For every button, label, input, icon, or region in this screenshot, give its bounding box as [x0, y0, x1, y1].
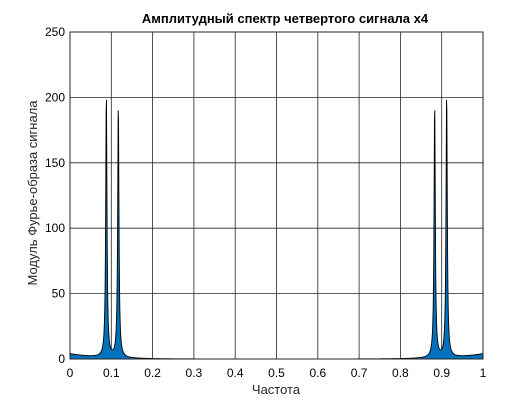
x-tick-label: 0.1	[103, 366, 120, 380]
x-tick-label: 0.2	[144, 366, 161, 380]
x-tick-label: 0.7	[351, 366, 368, 380]
chart-title: Амплитудный спектр четвертого сигнала x4	[142, 11, 429, 26]
x-axis-label: Частота	[252, 382, 301, 397]
y-tick-labels: 0 50 100 150 200 250	[45, 25, 65, 366]
x-tick-label: 0.8	[392, 366, 409, 380]
y-tick-label: 150	[45, 156, 65, 170]
grid	[69, 31, 484, 360]
y-tick-label: 0	[58, 352, 65, 366]
x-tick-label: 0.6	[309, 366, 326, 380]
y-tick-label: 50	[52, 287, 66, 301]
y-tick-label: 100	[45, 221, 65, 235]
y-tick-label: 250	[45, 25, 65, 39]
y-axis-label: Модуль Фурье-образа сигнала	[25, 100, 40, 286]
x-tick-label: 0.5	[268, 366, 285, 380]
x-tick-labels: 0 0.1 0.2 0.3 0.4 0.5 0.6 0.7 0.8 0.9 1	[67, 366, 487, 380]
x-tick-label: 0.9	[433, 366, 450, 380]
plot-frame	[69, 31, 484, 360]
x-tick-label: 1	[480, 366, 487, 380]
x-tick-label: 0.4	[227, 366, 244, 380]
x-tick-label: 0.3	[186, 366, 203, 380]
y-tick-label: 200	[45, 90, 65, 104]
x-tick-label: 0	[67, 366, 74, 380]
